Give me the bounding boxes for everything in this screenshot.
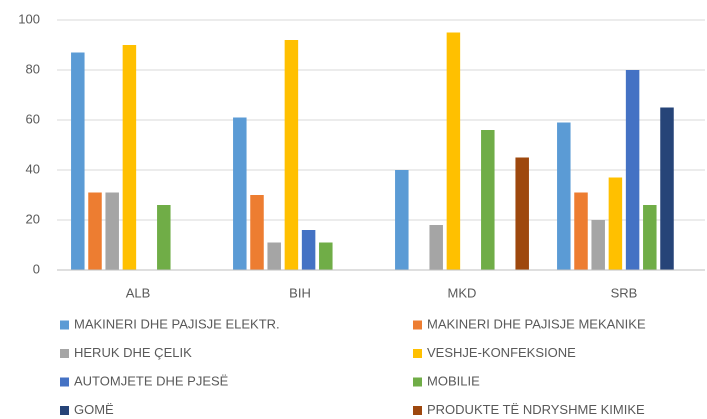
legend-swatch bbox=[413, 377, 422, 387]
bar bbox=[122, 45, 137, 270]
bar bbox=[625, 70, 640, 270]
legend-swatch bbox=[413, 320, 422, 330]
y-tick-label: 20 bbox=[26, 211, 40, 226]
bar bbox=[319, 242, 333, 270]
bar bbox=[157, 205, 171, 270]
legend-label: PRODUKTE TË NDRYSHME KIMIKE bbox=[427, 402, 645, 417]
bar bbox=[233, 117, 247, 270]
bar bbox=[267, 242, 281, 270]
legend-label: VESHJE-KONFEKSIONE bbox=[427, 345, 576, 360]
bar bbox=[71, 52, 85, 270]
bar bbox=[591, 220, 605, 270]
y-tick-label: 60 bbox=[26, 111, 40, 126]
legend-label: GOMË bbox=[74, 402, 114, 417]
legend-label: MOBILIE bbox=[427, 373, 480, 388]
x-tick-label: BIH bbox=[289, 285, 311, 300]
legend-swatch bbox=[413, 406, 422, 415]
y-tick-label: 80 bbox=[26, 61, 40, 76]
bar bbox=[557, 122, 571, 270]
legend-label: AUTOMJETE DHE PJESË bbox=[74, 373, 229, 388]
legend-swatch bbox=[60, 320, 69, 330]
bar bbox=[515, 157, 529, 270]
x-tick-label: ALB bbox=[126, 285, 151, 300]
legend-label: MAKINERI DHE PAJISJE MEKANIKE bbox=[427, 316, 646, 331]
bar bbox=[660, 107, 674, 270]
bar bbox=[105, 192, 119, 270]
legend-label: HERUK DHE ÇELIK bbox=[74, 345, 192, 360]
y-tick-label: 0 bbox=[33, 261, 40, 276]
bar bbox=[481, 130, 495, 270]
bar bbox=[608, 177, 623, 270]
legend-label: MAKINERI DHE PAJISJE ELEKTR. bbox=[74, 316, 280, 331]
bar bbox=[88, 192, 102, 270]
bar bbox=[301, 230, 316, 270]
bar bbox=[284, 40, 299, 270]
y-tick-label: 40 bbox=[26, 161, 40, 176]
bar bbox=[429, 225, 443, 270]
bar bbox=[446, 32, 461, 270]
x-tick-label: SRB bbox=[611, 285, 638, 300]
bar bbox=[250, 195, 264, 270]
bar bbox=[643, 205, 657, 270]
legend-swatch bbox=[60, 349, 69, 358]
legend-swatch bbox=[60, 406, 69, 415]
bar bbox=[574, 192, 588, 270]
legend-swatch bbox=[413, 349, 422, 358]
legend-swatch bbox=[60, 377, 69, 387]
y-tick-label: 100 bbox=[18, 11, 40, 26]
x-tick-label: MKD bbox=[448, 285, 477, 300]
bar bbox=[395, 170, 409, 270]
